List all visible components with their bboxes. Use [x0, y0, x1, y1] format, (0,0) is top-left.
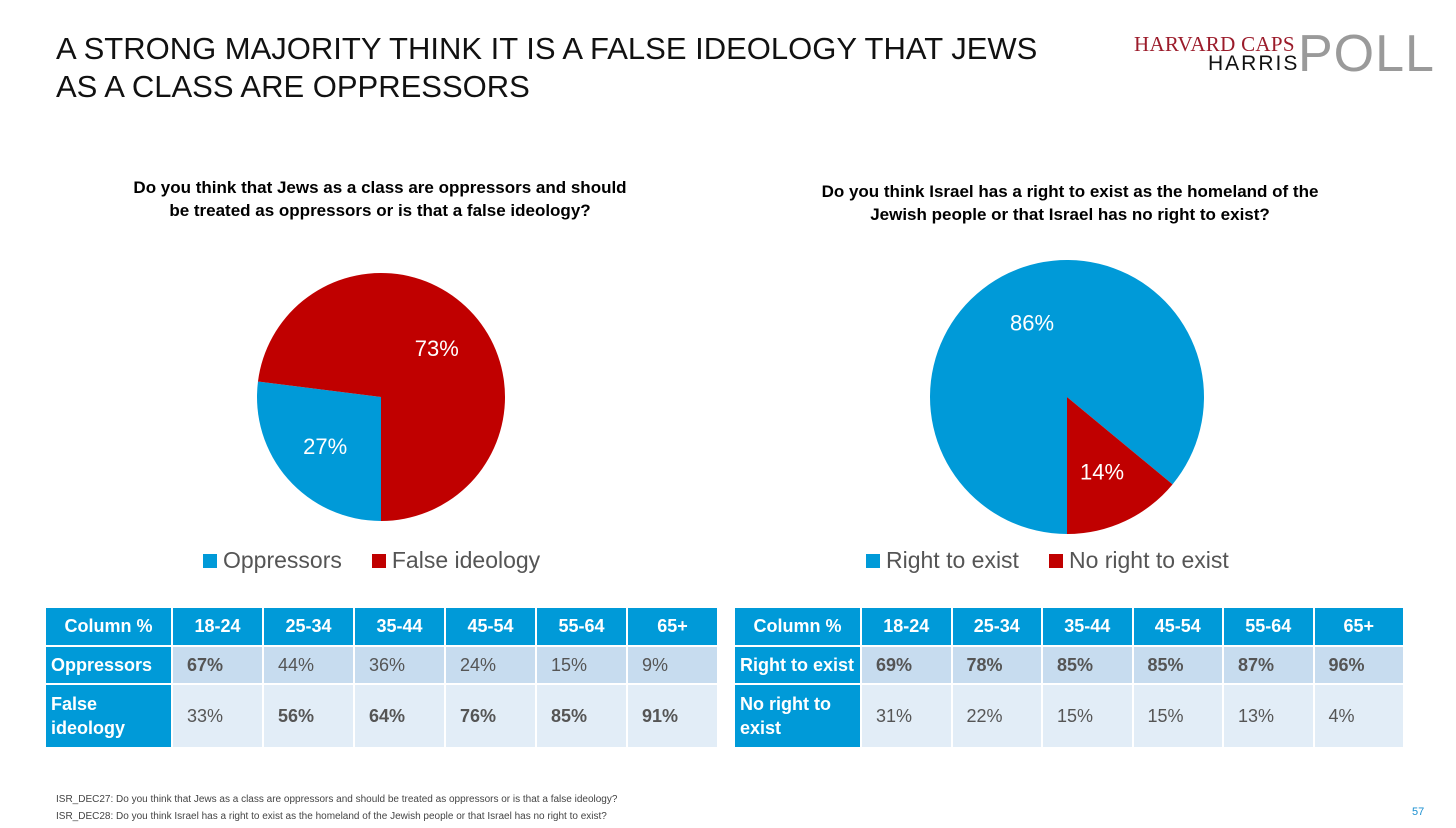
column-header: 18-24 [173, 608, 262, 645]
data-label: 14% [1080, 459, 1124, 484]
table-cell: 87% [1224, 647, 1313, 683]
table-cell: 76% [446, 685, 535, 747]
column-header: 65+ [1314, 608, 1403, 645]
pie-charts: 27% 73% 86% 14% [257, 260, 1204, 535]
data-label: 73% [415, 336, 459, 361]
table-row: Oppressors 67% 44% 36% 24% 15% 9% [46, 647, 717, 683]
harvard-caps-harris-poll-logo: HARVARD CAPS HARRIS POLL [1134, 25, 1435, 83]
table-cell: 96% [1314, 647, 1403, 683]
column-header: 55-64 [1224, 608, 1313, 645]
chart-2-legend: Right to exist No right to exist [866, 547, 1229, 574]
table-cell: 24% [446, 647, 535, 683]
pie-slice-oppressors [257, 381, 381, 521]
table-cell: 36% [355, 647, 444, 683]
table-row: No right to exist 31% 22% 15% 15% 13% 4% [735, 685, 1403, 747]
table-cell: 78% [952, 647, 1041, 683]
table-cell: 85% [1043, 647, 1132, 683]
table-cell: 9% [628, 647, 717, 683]
table-cell: 13% [1224, 685, 1313, 747]
table-cell: 15% [1133, 685, 1222, 747]
data-label: 27% [303, 434, 347, 459]
table-cell: 91% [628, 685, 717, 747]
chart-1-legend: Oppressors False ideology [203, 547, 540, 574]
column-header: 35-44 [355, 608, 444, 645]
column-header: 55-64 [537, 608, 626, 645]
footnote: ISR_DEC27: Do you think that Jews as a c… [56, 794, 618, 805]
table-cell: 4% [1314, 685, 1403, 747]
age-table-oppressors: Column % 18-24 25-34 35-44 45-54 55-64 65+ Oppr… [44, 606, 719, 749]
table-cell: 56% [264, 685, 353, 747]
row-label: No right to exist [735, 685, 860, 747]
row-label: Right to exist [735, 647, 860, 683]
table-cell: 31% [862, 685, 951, 747]
table-cell: 22% [952, 685, 1041, 747]
table-cell: 69% [862, 647, 951, 683]
table-cell: 33% [173, 685, 262, 747]
table-cell: 85% [1133, 647, 1222, 683]
column-header: 45-54 [446, 608, 535, 645]
table-cell: 67% [173, 647, 262, 683]
table-header-row: Column % 18-24 25-34 35-44 45-54 55-64 65+ [46, 608, 717, 645]
table-cell: 64% [355, 685, 444, 747]
age-table-right-to-exist: Column % 18-24 25-34 35-44 45-54 55-64 65+ Righ… [733, 606, 1405, 749]
column-header: 25-34 [952, 608, 1041, 645]
table-cell: 85% [537, 685, 626, 747]
legend-item: Right to exist [866, 547, 1019, 574]
table-row: False ideology 33% 56% 64% 76% 85% 91% [46, 685, 717, 747]
row-label: Oppressors [46, 647, 171, 683]
column-header: Column % [46, 608, 171, 645]
footnote: ISR_DEC28: Do you think Israel has a rig… [56, 811, 607, 822]
pie-slice-no-right-to-exist [1067, 397, 1173, 534]
column-header: Column % [735, 608, 860, 645]
table-cell: 15% [537, 647, 626, 683]
data-label: 86% [1010, 311, 1054, 336]
column-header: 65+ [628, 608, 717, 645]
table-cell: 15% [1043, 685, 1132, 747]
column-header: 18-24 [862, 608, 951, 645]
page-number: 57 [1412, 806, 1425, 818]
legend-item: False ideology [371, 547, 540, 574]
row-label: False ideology [46, 685, 171, 747]
pie-slice-false-ideology [257, 273, 506, 521]
chart-2-title: Do you think Israel has a right to exist… [821, 182, 1319, 224]
legend-item: Oppressors [203, 547, 342, 574]
table-header-row: Column % 18-24 25-34 35-44 45-54 55-64 65+ [735, 608, 1403, 645]
column-header: 35-44 [1043, 608, 1132, 645]
page-title: A STRONG MAJORITY THINK IT IS A FALSE ID… [56, 31, 1038, 104]
chart-1-title: Do you think that Jews as a class are op… [133, 178, 627, 220]
column-header: 25-34 [264, 608, 353, 645]
table-row: Right to exist 69% 78% 85% 85% 87% 96% [735, 647, 1403, 683]
column-header: 45-54 [1133, 608, 1222, 645]
table-cell: 44% [264, 647, 353, 683]
legend-item: No right to exist [1048, 547, 1229, 574]
